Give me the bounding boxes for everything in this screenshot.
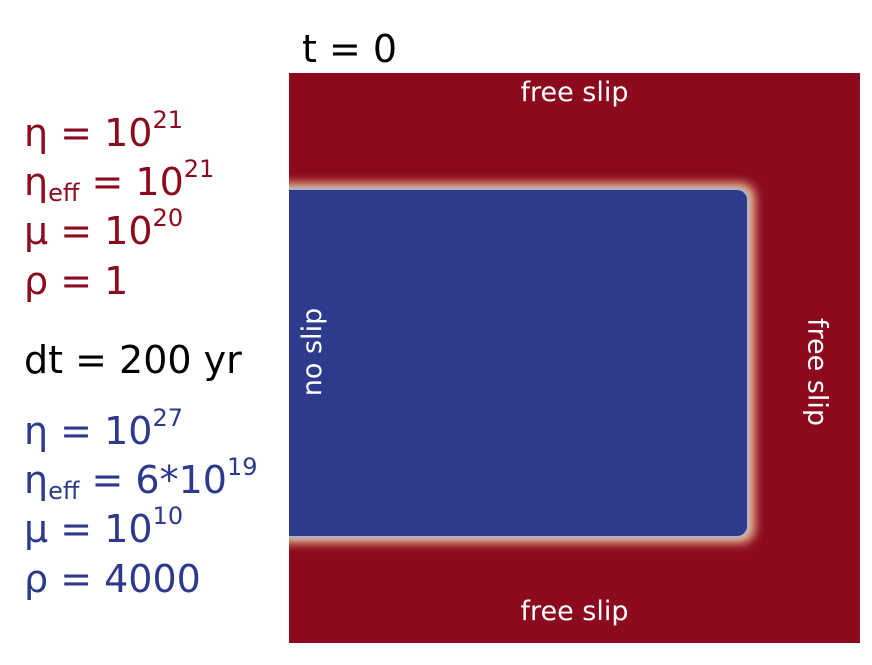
model-domain: free slip free slip no slip free slip [289,73,860,643]
dense-block [289,190,747,536]
block-viscosity: η = 1027 [24,412,183,450]
matrix-shear-modulus: μ = 1020 [24,212,183,250]
timestep-label: dt = 200 yr [24,341,242,379]
left-boundary-label: no slip [299,308,326,396]
block-region [289,183,755,543]
block-density: ρ = 4000 [24,560,201,598]
time-label: t = 0 [302,30,397,68]
block-effective-viscosity: ηeff = 6*1019 [24,461,257,499]
block-shear-modulus: μ = 1010 [24,510,183,548]
matrix-viscosity: η = 1021 [24,114,183,152]
matrix-density: ρ = 1 [24,262,128,300]
right-boundary-label: free slip [804,318,831,426]
matrix-effective-viscosity: ηeff = 1021 [24,163,214,201]
bottom-boundary-label: free slip [289,598,860,625]
top-boundary-label: free slip [289,79,860,106]
